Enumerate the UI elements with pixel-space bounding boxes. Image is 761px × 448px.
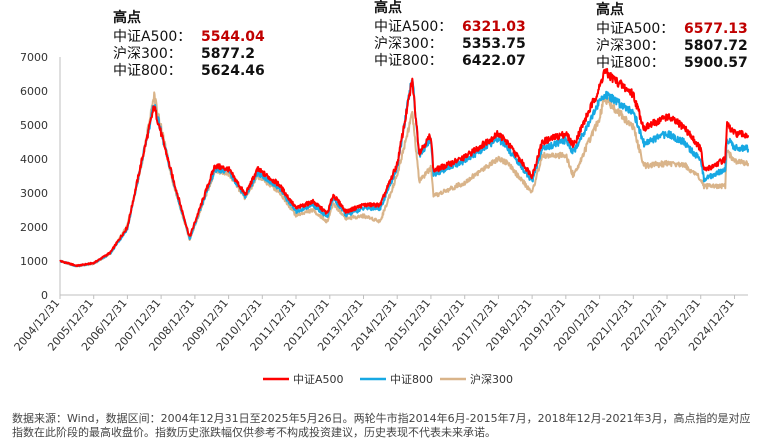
annotation-title: 高点 <box>596 1 624 18</box>
annotation-label: 中证A500： <box>113 29 191 45</box>
y-tick-label: 6000 <box>20 85 48 98</box>
annotation-label: 中证A500： <box>596 21 674 37</box>
annotation-value: 6422.07 <box>462 53 526 69</box>
series-line-1 <box>59 78 749 268</box>
annotation-label: 沪深300： <box>596 38 665 54</box>
annotation-label: 中证800： <box>113 63 182 79</box>
y-tick-label: 7000 <box>20 51 48 64</box>
annotation-title: 高点 <box>374 0 402 16</box>
legend-label: 中证800 <box>390 373 433 386</box>
y-tick-label: 4000 <box>20 153 48 166</box>
annotation-value: 5807.72 <box>684 38 748 54</box>
legend-item: 中证A500 <box>263 373 344 386</box>
legend-item: 沪深300 <box>440 372 513 386</box>
annotation-value: 5353.75 <box>462 36 526 52</box>
annotation-value: 5900.57 <box>684 55 748 71</box>
annotation-label: 沪深300： <box>374 36 443 52</box>
annotation-label: 中证800： <box>596 55 665 71</box>
annotation-value: 5877.2 <box>201 46 255 62</box>
annotation-value: 5544.04 <box>201 29 265 45</box>
y-tick-label: 2000 <box>20 221 48 234</box>
legend-label: 中证A500 <box>293 373 344 386</box>
annotation-value: 5624.46 <box>201 63 265 79</box>
annotation-label: 中证A500： <box>374 19 452 35</box>
footnote: 数据来源：Wind，数据区间：2004年12月31日至2025年5月26日。两轮… <box>12 412 751 439</box>
legend-item: 中证800 <box>360 373 433 386</box>
annotation-title: 高点 <box>113 9 141 26</box>
annotation-value: 6577.13 <box>684 21 748 37</box>
y-tick-label: 5000 <box>20 119 48 132</box>
legend-label: 沪深300 <box>470 372 513 386</box>
y-tick-label: 3000 <box>20 187 48 200</box>
y-tick-label: 1000 <box>20 255 48 268</box>
series-line-0 <box>59 67 749 268</box>
annotation-label: 中证800： <box>374 53 443 69</box>
y-tick-label: 0 <box>41 289 48 302</box>
annotation-value: 6321.03 <box>462 19 526 35</box>
series-line-2 <box>59 91 749 268</box>
annotation-label: 沪深300： <box>113 46 182 62</box>
